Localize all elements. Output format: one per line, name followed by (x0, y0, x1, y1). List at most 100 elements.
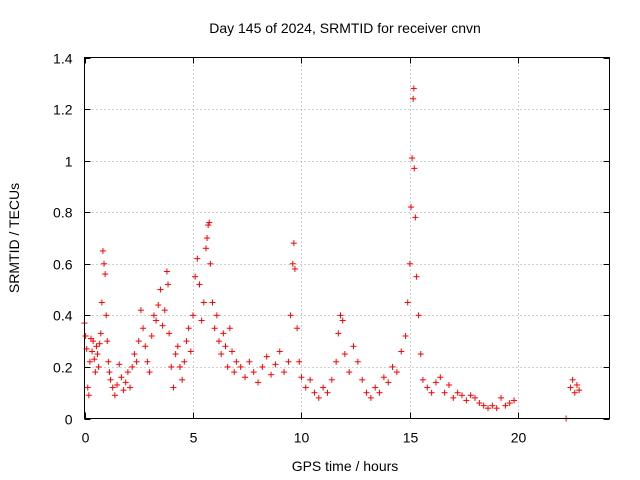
data-point (168, 363, 175, 370)
data-points (81, 85, 583, 422)
data-point (194, 255, 201, 262)
data-point (502, 402, 509, 409)
data-point (101, 260, 108, 267)
data-point (359, 376, 366, 383)
x-tick-label: 5 (190, 430, 198, 446)
data-point (367, 394, 374, 401)
data-point (463, 397, 470, 404)
data-point (131, 351, 138, 358)
data-point (95, 363, 102, 370)
data-point (127, 384, 134, 391)
data-point (489, 402, 496, 409)
y-tick-label: 0.4 (53, 308, 73, 324)
data-point (220, 330, 227, 337)
data-point (159, 322, 166, 329)
data-point (226, 325, 233, 332)
data-point (294, 325, 301, 332)
data-point (218, 351, 225, 358)
data-point (346, 369, 353, 376)
data-point (237, 363, 244, 370)
data-point (363, 389, 370, 396)
data-point (291, 265, 298, 272)
data-point (246, 358, 253, 365)
data-point (259, 363, 266, 370)
data-point (181, 358, 188, 365)
data-point (104, 338, 111, 345)
data-point (86, 358, 93, 365)
data-point (163, 268, 170, 275)
data-point (419, 376, 426, 383)
data-point (281, 369, 288, 376)
data-point (120, 387, 127, 394)
data-point (410, 95, 417, 102)
data-point (85, 392, 92, 399)
data-point (276, 348, 283, 355)
data-point (385, 379, 392, 386)
data-point (341, 351, 348, 358)
data-point (96, 340, 103, 347)
data-point (183, 338, 190, 345)
data-point (311, 389, 318, 396)
data-point (432, 379, 439, 386)
x-axis-label: GPS time / hours (292, 458, 399, 474)
data-point (250, 369, 257, 376)
data-point (179, 376, 186, 383)
data-point (174, 343, 181, 350)
data-point (471, 394, 478, 401)
data-point (170, 384, 177, 391)
data-point (576, 387, 583, 394)
data-point (92, 369, 99, 376)
data-point (224, 363, 231, 370)
data-point (105, 358, 112, 365)
data-point (118, 374, 125, 381)
data-point (506, 400, 513, 407)
data-point (285, 358, 292, 365)
data-point (146, 369, 153, 376)
data-point (206, 219, 213, 226)
data-point (222, 343, 229, 350)
data-point (198, 317, 205, 324)
data-point (339, 317, 346, 324)
data-point (176, 363, 183, 370)
data-point (196, 281, 203, 288)
data-point (458, 392, 465, 399)
data-point (289, 260, 296, 267)
data-point (402, 332, 409, 339)
data-point (124, 369, 131, 376)
data-point (109, 384, 116, 391)
data-point (135, 338, 142, 345)
data-point (202, 245, 209, 252)
data-point (328, 376, 335, 383)
data-point (413, 273, 420, 280)
data-point (107, 376, 114, 383)
data-point (337, 312, 344, 319)
data-point (200, 299, 207, 306)
data-point (569, 376, 576, 383)
data-point (148, 332, 155, 339)
data-point (231, 369, 238, 376)
data-point (172, 351, 179, 358)
y-tick-label: 1.4 (53, 51, 73, 67)
data-point (290, 240, 297, 247)
data-point (567, 384, 574, 391)
data-point (372, 384, 379, 391)
chart-title: Day 145 of 2024, SRMTID for receiver cnv… (209, 20, 481, 36)
data-point (404, 299, 411, 306)
data-point (205, 222, 212, 229)
data-point (93, 343, 100, 350)
data-point (255, 379, 262, 386)
data-point (406, 260, 413, 267)
data-point (187, 348, 194, 355)
data-point (84, 384, 91, 391)
data-point (157, 286, 164, 293)
data-point (441, 389, 448, 396)
data-point (417, 351, 424, 358)
data-point (320, 384, 327, 391)
data-point (204, 235, 211, 241)
data-point (272, 361, 279, 368)
data-point (298, 374, 305, 381)
data-point (211, 325, 218, 332)
data-point (411, 165, 418, 172)
